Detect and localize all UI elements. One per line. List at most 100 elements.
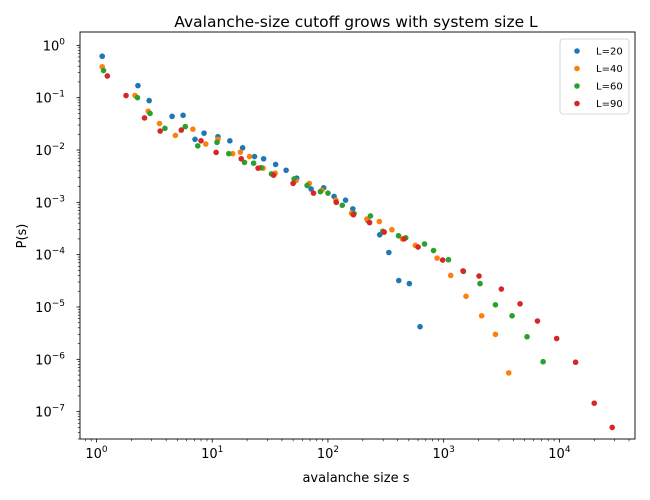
data-point: [406, 280, 413, 287]
data-point: [498, 286, 505, 292]
data-point: [553, 335, 560, 342]
data-point: [213, 149, 219, 156]
legend-marker: [574, 100, 580, 107]
data-point: [229, 150, 236, 157]
data-point: [238, 155, 245, 162]
legend-label: L=40: [596, 64, 623, 75]
data-point: [572, 359, 579, 366]
series-l-60: [100, 67, 546, 365]
data-point: [492, 302, 499, 308]
data-point: [367, 213, 374, 219]
data-point: [609, 424, 616, 431]
data-point: [524, 333, 530, 340]
data-point: [434, 255, 440, 261]
data-point: [395, 277, 402, 284]
data-point: [540, 358, 546, 365]
legend-marker: [574, 65, 580, 72]
data-point: [225, 150, 232, 157]
data-point: [104, 73, 111, 79]
data-point: [260, 155, 267, 162]
data-point: [505, 370, 512, 376]
data-point: [350, 206, 356, 212]
data-point: [460, 268, 466, 274]
data-point: [192, 136, 198, 143]
data-point: [386, 249, 392, 256]
data-point: [333, 199, 340, 206]
legend-label: L=20: [596, 47, 623, 58]
data-point: [141, 115, 148, 121]
data-point: [172, 132, 179, 139]
data-point: [156, 120, 163, 127]
data-point: [445, 256, 452, 263]
data-point: [591, 400, 598, 407]
data-point: [178, 127, 185, 133]
data-point: [237, 149, 244, 155]
data-point: [146, 97, 152, 104]
data-point: [135, 82, 141, 89]
data-point: [308, 186, 314, 192]
data-point: [447, 272, 454, 279]
chart-title: Avalanche-size cutoff grows with system …: [174, 13, 538, 31]
legend: L=20 L=40 L=60 L=90: [559, 38, 630, 115]
data-point: [99, 53, 106, 60]
data-point: [517, 301, 523, 307]
data-point: [270, 172, 277, 178]
data-point: [534, 318, 541, 324]
data-point: [194, 143, 201, 149]
data-point: [310, 190, 317, 196]
data-point: [227, 138, 233, 144]
data-point: [325, 190, 331, 196]
data-point: [430, 247, 437, 254]
data-point: [169, 113, 175, 120]
data-point: [272, 161, 279, 168]
data-point: [147, 110, 153, 117]
data-point: [339, 202, 346, 209]
data-point: [190, 126, 196, 132]
data-point: [350, 211, 357, 218]
data-point: [389, 226, 395, 233]
data-point: [182, 123, 189, 130]
data-point: [395, 232, 402, 239]
data-point: [317, 188, 324, 195]
legend-label: L=60: [596, 82, 623, 93]
series-l-90: [104, 73, 616, 431]
data-point: [509, 312, 515, 319]
data-point: [246, 153, 253, 160]
data-point: [417, 323, 423, 330]
data-point: [134, 94, 141, 101]
x-axis-label: avalanche size s: [302, 471, 409, 486]
data-point: [477, 280, 483, 287]
data-point: [401, 236, 407, 242]
data-point: [283, 167, 289, 174]
plot-area: [99, 53, 616, 431]
y-axis-label: P(s): [15, 224, 30, 249]
legend-label: L=90: [596, 99, 623, 110]
data-point: [290, 180, 296, 187]
data-point: [376, 218, 383, 225]
data-point: [214, 139, 220, 146]
data-point: [198, 138, 204, 144]
data-point: [478, 312, 485, 319]
data-point: [415, 244, 421, 250]
data-point: [157, 128, 163, 134]
data-point: [100, 67, 107, 74]
axes-frame: [79, 31, 636, 440]
data-point: [463, 293, 469, 300]
data-point: [203, 141, 209, 147]
data-point: [239, 145, 246, 151]
legend-box: [559, 38, 630, 115]
data-point: [250, 160, 257, 166]
data-point: [381, 229, 387, 235]
legend-marker: [574, 83, 580, 89]
data-point: [123, 92, 129, 99]
data-point: [251, 153, 258, 160]
data-point: [439, 257, 446, 263]
data-point: [421, 241, 428, 247]
data-point: [476, 273, 482, 279]
data-point: [255, 165, 261, 171]
data-point: [162, 125, 168, 132]
data-point: [241, 159, 248, 166]
data-point: [304, 182, 310, 189]
data-point: [492, 331, 499, 338]
